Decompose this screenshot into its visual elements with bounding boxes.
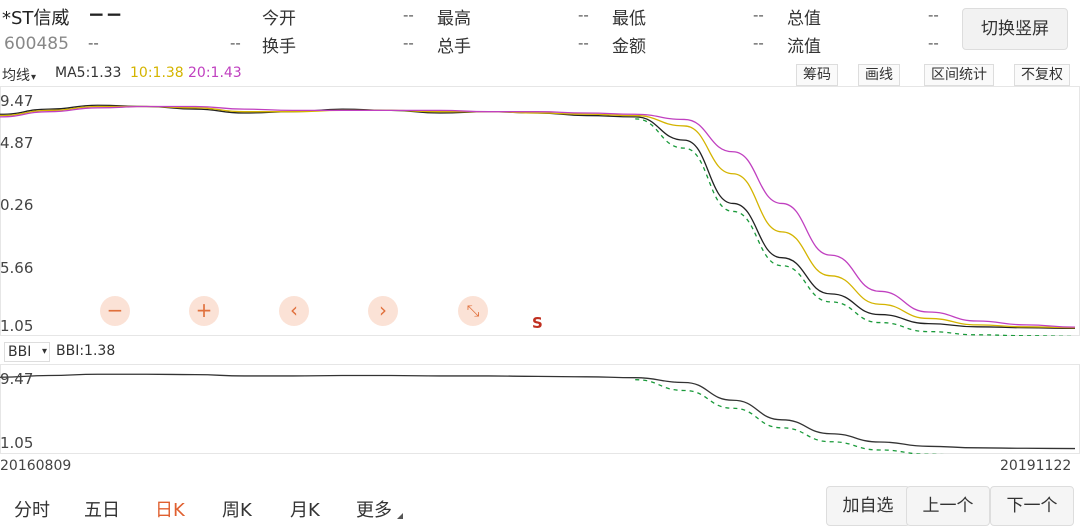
- y-tick-label: 9.47: [0, 92, 34, 110]
- no-adjust-button[interactable]: 不复权: [1014, 64, 1070, 86]
- quote-label-amount: 金额: [612, 37, 646, 57]
- y-tick-label: 4.87: [0, 134, 34, 152]
- limit-down-dashes: [635, 379, 1076, 458]
- ma5-line: [0, 104, 1076, 330]
- stock-name: *ST信威: [2, 8, 70, 29]
- range-stats-button[interactable]: 区间统计: [924, 64, 994, 86]
- stock-change-pct: --: [230, 34, 241, 52]
- tab-monthly-k[interactable]: 月K: [290, 500, 320, 521]
- collapse-button[interactable]: ⤡: [458, 296, 488, 326]
- chart-frame: [0, 86, 1080, 336]
- tab-daily-k[interactable]: 日K: [155, 496, 185, 522]
- quote-label-low: 最低: [612, 9, 646, 29]
- more-dropdown-icon: [397, 513, 403, 519]
- ma10-line: [0, 105, 1076, 329]
- tab-weekly-k[interactable]: 周K: [222, 500, 252, 521]
- previous-button[interactable]: 上一个: [906, 486, 990, 526]
- tab-intraday[interactable]: 分时: [14, 500, 50, 521]
- quote-header: *ST信威 −− 600485 -- -- 今开 -- 最高 -- 最低 -- …: [0, 0, 1080, 60]
- sub-y-bottom-label: 1.05: [0, 434, 34, 452]
- next-button[interactable]: 下一个: [990, 486, 1074, 526]
- sub-y-top-label: 9.47: [0, 370, 34, 388]
- quote-label-total-value: 总值: [787, 9, 821, 29]
- scroll-right-button[interactable]: ›: [368, 296, 398, 326]
- stock-code: 600485: [4, 34, 69, 54]
- quote-label-volume: 总手: [437, 37, 471, 57]
- quote-label-high: 最高: [437, 9, 471, 29]
- ma20-line: [0, 105, 1076, 328]
- ma10-value: 10:1.38: [130, 65, 184, 81]
- zoom-in-button[interactable]: +: [189, 296, 219, 326]
- quote-value-float-value: --: [928, 34, 939, 52]
- quote-label-turnover: 换手: [262, 37, 296, 57]
- sub-indicator-dropdown[interactable]: BBI: [4, 342, 50, 362]
- draw-line-button[interactable]: 画线: [858, 64, 900, 86]
- indicator-type-dropdown[interactable]: 均线: [2, 65, 36, 85]
- chips-button[interactable]: 筹码: [796, 64, 838, 86]
- bbi-svg: [0, 364, 1080, 458]
- quote-value-volume: --: [578, 34, 589, 52]
- chart-frame: [0, 364, 1080, 454]
- quote-value-total-value: --: [928, 6, 939, 24]
- quote-value-open: --: [403, 6, 414, 24]
- kline-chart[interactable]: [0, 86, 1080, 338]
- y-tick-label: 5.66: [0, 259, 34, 277]
- y-tick-label: 1.05: [0, 317, 34, 335]
- bbi-chart[interactable]: [0, 364, 1080, 458]
- tab-more[interactable]: 更多: [356, 500, 392, 521]
- scroll-left-button[interactable]: ‹: [279, 296, 309, 326]
- bbi-value: BBI:1.38: [56, 343, 116, 359]
- tab-five-day[interactable]: 五日: [84, 500, 120, 521]
- stock-change: --: [88, 34, 99, 52]
- quote-label-float-value: 流值: [787, 37, 821, 57]
- quote-value-high: --: [578, 6, 589, 24]
- kline-svg: [0, 86, 1080, 338]
- start-date: 20160809: [0, 458, 72, 474]
- end-date: 20191122: [1000, 458, 1072, 474]
- sell-signal-marker: S: [532, 314, 543, 332]
- switch-portrait-button[interactable]: 切换竖屏: [962, 8, 1068, 50]
- quote-value-turnover: --: [403, 34, 414, 52]
- stock-price: −−: [88, 2, 124, 26]
- ma5-value: MA5:1.33: [55, 65, 122, 81]
- ma20-value: 20:1.43: [188, 65, 242, 81]
- quote-value-amount: --: [753, 34, 764, 52]
- y-tick-label: 0.26: [0, 196, 34, 214]
- zoom-out-button[interactable]: −: [100, 296, 130, 326]
- quote-label-open: 今开: [262, 9, 296, 29]
- add-watchlist-button[interactable]: 加自选: [826, 486, 910, 526]
- bbi-line: [0, 373, 1076, 450]
- quote-value-low: --: [753, 6, 764, 24]
